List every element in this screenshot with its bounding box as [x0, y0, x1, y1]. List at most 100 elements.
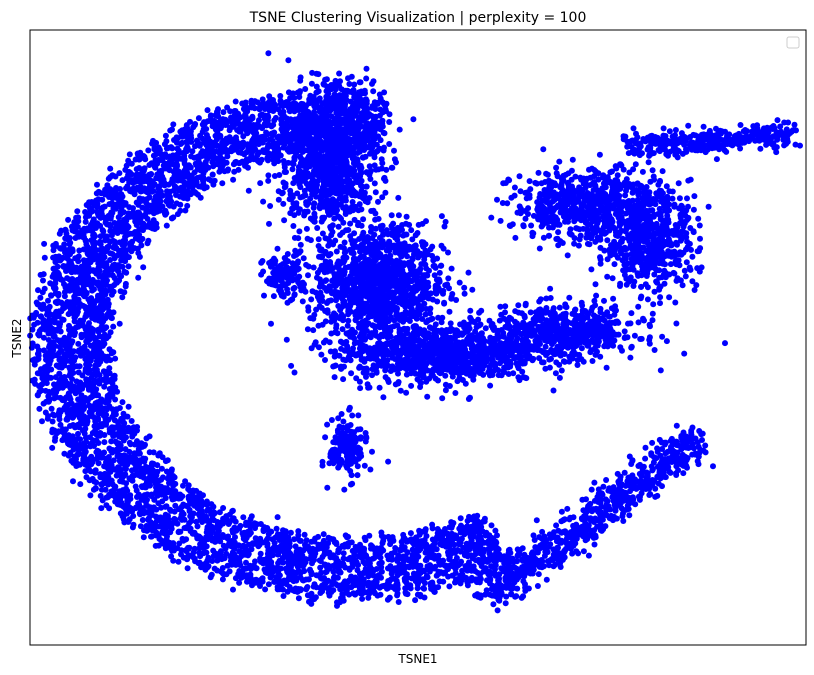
scatter-point [237, 562, 244, 569]
scatter-point [395, 194, 402, 201]
scatter-point [114, 501, 121, 508]
scatter-point [197, 132, 204, 139]
scatter-point [120, 414, 127, 421]
scatter-point [126, 204, 133, 211]
scatter-point [237, 568, 244, 575]
scatter-point [52, 299, 59, 306]
scatter-point [280, 200, 287, 207]
scatter-point [121, 428, 128, 434]
scatter-point [148, 533, 154, 540]
scatter-point [224, 167, 231, 174]
scatter-point [283, 543, 290, 550]
scatter-point [120, 209, 127, 216]
scatter-point [72, 235, 79, 241]
scatter-point [99, 245, 106, 252]
scatter-point [110, 205, 117, 212]
scatter-point [297, 587, 304, 594]
scatter-point [123, 230, 130, 237]
scatter-point [307, 566, 313, 573]
scatter-point [52, 313, 59, 320]
scatter-point [146, 449, 153, 456]
scatter-point [36, 405, 43, 412]
scatter-point [48, 405, 55, 412]
scatter-point [232, 575, 239, 582]
scatter-point [232, 160, 238, 167]
scatter-point [76, 402, 83, 409]
scatter-point [297, 569, 304, 576]
scatter-point [100, 277, 107, 284]
scatter-point [66, 322, 72, 329]
scatter-point [92, 255, 99, 262]
scatter-point [240, 542, 247, 549]
scatter-point [42, 323, 49, 330]
scatter-point [339, 195, 346, 202]
scatter-point [109, 413, 116, 420]
scatter-point [470, 563, 477, 570]
scatter-point [208, 501, 215, 508]
scatter-point [103, 419, 110, 426]
scatter-point [89, 287, 96, 294]
scatter-point [138, 198, 144, 204]
scatter-point [124, 214, 130, 221]
scatter-point [41, 364, 48, 371]
scatter-point [277, 93, 284, 99]
scatter-point [396, 555, 403, 562]
scatter-point [180, 511, 187, 518]
scatter-point [336, 70, 343, 77]
scatter-point [267, 565, 274, 572]
scatter-point [81, 293, 88, 300]
scatter-point [210, 553, 217, 560]
scatter-point [232, 98, 239, 105]
scatter-point [157, 488, 164, 495]
scatter-point [148, 188, 155, 195]
scatter-point [170, 161, 176, 168]
scatter-point [214, 537, 221, 544]
scatter-point [370, 88, 377, 95]
scatter-point [452, 565, 459, 572]
scatter-point [135, 151, 141, 158]
scatter-point [276, 548, 283, 555]
scatter-point [133, 504, 139, 511]
scatter-point [177, 128, 184, 135]
scatter-point [221, 555, 228, 562]
scatter-point [240, 514, 247, 521]
scatter-point [407, 530, 414, 537]
scatter-point [178, 185, 185, 192]
scatter-point [230, 122, 237, 129]
scatter-point [83, 420, 90, 427]
scatter-point [421, 585, 428, 592]
scatter-point [204, 526, 211, 533]
scatter-point [253, 130, 260, 137]
scatter-point [291, 588, 298, 595]
scatter-point [234, 127, 241, 133]
scatter-point [49, 347, 56, 354]
scatter-point [339, 560, 346, 567]
scatter-point [163, 222, 170, 229]
scatter-point [336, 545, 343, 552]
scatter-point [143, 527, 150, 534]
scatter-point [372, 583, 379, 590]
scatter-point [135, 209, 142, 216]
scatter-point [140, 534, 147, 541]
scatter-point [302, 86, 309, 92]
scatter-point [457, 575, 464, 582]
scatter-point [180, 195, 187, 201]
scatter-point [311, 553, 318, 560]
scatter-point [151, 226, 158, 232]
scatter-point [432, 563, 439, 570]
scatter-point [82, 468, 89, 475]
scatter-point [125, 157, 132, 164]
scatter-point [123, 465, 129, 472]
scatter-point [362, 566, 369, 572]
scatter-point [335, 223, 342, 230]
scatter-point [73, 214, 80, 221]
scatter-points [27, 50, 803, 614]
scatter-point [209, 123, 216, 130]
scatter-point [197, 536, 204, 543]
scatter-point [122, 241, 128, 248]
scatter-point [112, 173, 119, 180]
scatter-point [300, 561, 307, 568]
scatter-point [58, 338, 65, 345]
scatter-point [97, 474, 104, 481]
scatter-point [371, 180, 378, 187]
